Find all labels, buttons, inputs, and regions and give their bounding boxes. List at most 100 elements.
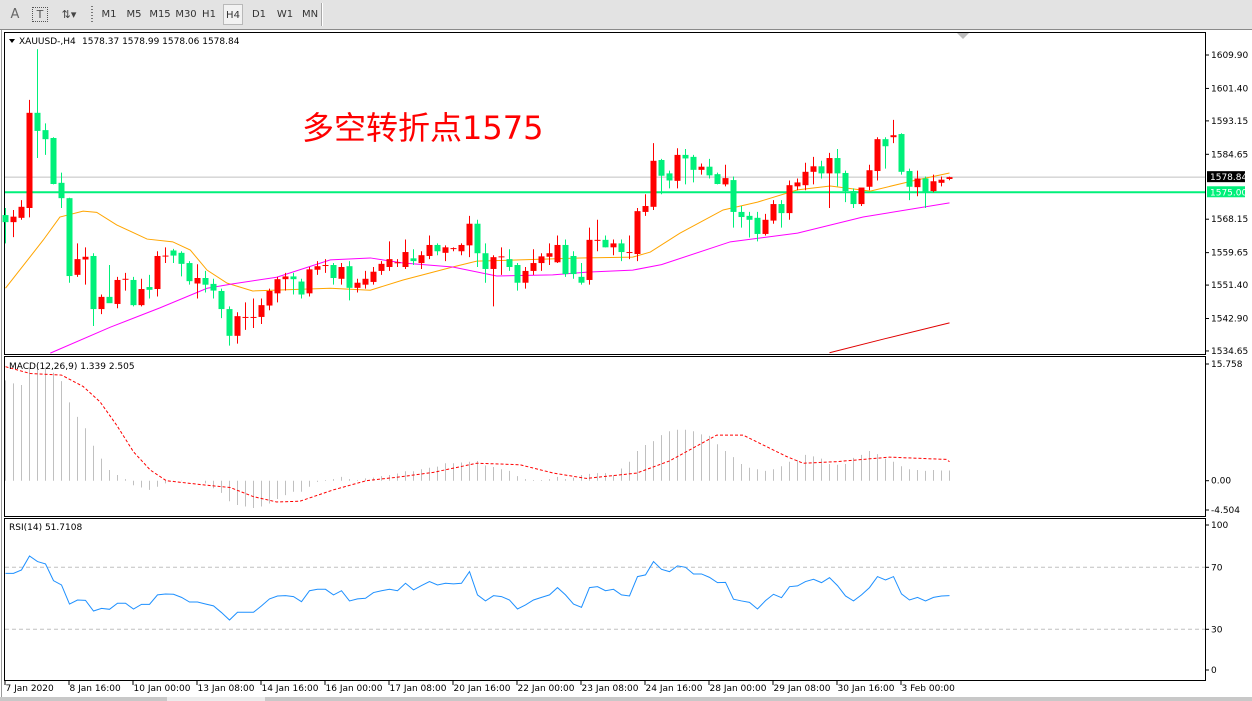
candle-body	[554, 244, 561, 263]
timeframe-d1-button[interactable]: D1	[251, 9, 267, 20]
candle	[906, 168, 913, 201]
text-box-icon[interactable]: T	[32, 7, 48, 22]
candle	[698, 163, 705, 175]
candle-body	[738, 211, 745, 218]
candle-body	[442, 247, 449, 253]
ma-mid-line	[50, 202, 950, 354]
time-tick-label: 8 Jan 16:00	[70, 684, 122, 694]
candle	[266, 288, 273, 311]
candle-body	[82, 256, 89, 260]
candle-body	[138, 289, 145, 306]
time-tick-label: 7 Jan 2020	[6, 684, 54, 694]
timeframe-m30-button[interactable]: M30	[175, 9, 197, 20]
candle	[538, 253, 545, 271]
current-price-tag	[1207, 171, 1245, 183]
price-tick-label: 1551.40	[1211, 281, 1248, 291]
ma-slow-line	[829, 322, 950, 354]
time-tick-label: 28 Jan 00:00	[710, 684, 767, 694]
timeframe-mn-button[interactable]: MN	[301, 9, 319, 20]
candle-body	[402, 252, 409, 267]
candle-body	[274, 279, 281, 294]
candle-body	[842, 172, 849, 192]
candle-body	[890, 135, 897, 138]
candle	[458, 243, 465, 256]
candle-body	[914, 178, 921, 188]
candle	[474, 219, 481, 267]
candle	[682, 148, 689, 185]
chart-shift-marker-icon[interactable]	[957, 33, 969, 39]
candle-body	[850, 191, 857, 205]
timeframe-m1-button[interactable]: M1	[101, 9, 117, 20]
candle	[362, 270, 369, 289]
candle	[290, 272, 297, 295]
time-tick-label: 29 Jan 08:00	[774, 684, 831, 694]
candle-body	[418, 255, 425, 264]
candle-body	[514, 265, 521, 283]
rsi-tick-label: 100	[1211, 521, 1228, 531]
candle-body	[330, 265, 337, 279]
candle-body	[90, 255, 97, 310]
macd-tick-label: 15.758	[1211, 360, 1243, 370]
level-price-tag	[1207, 186, 1245, 198]
candle	[138, 278, 145, 307]
timeframe-m15-button[interactable]: M15	[149, 9, 171, 20]
candle	[794, 178, 801, 191]
price-tick-label: 1601.40	[1211, 84, 1248, 94]
candle	[18, 200, 25, 220]
candle	[522, 266, 529, 289]
candle-body	[530, 263, 537, 271]
candle	[762, 213, 769, 236]
candle-body	[306, 269, 313, 294]
timeframe-w1-button[interactable]: W1	[276, 9, 294, 20]
candle	[746, 211, 753, 238]
candle	[546, 243, 553, 266]
candle-body	[674, 154, 681, 181]
candle	[858, 187, 865, 207]
candle	[146, 274, 153, 299]
candle	[74, 243, 81, 277]
candle-body	[946, 177, 953, 180]
candle	[898, 133, 905, 175]
candle-body	[42, 130, 49, 140]
chart-tab[interactable]	[167, 697, 265, 701]
candle	[434, 243, 441, 256]
candle-body	[482, 253, 489, 269]
toolbar-separator	[321, 3, 323, 26]
candle	[330, 263, 337, 285]
candle-body	[658, 160, 665, 176]
candle	[370, 266, 377, 285]
candle-body	[258, 305, 265, 317]
candle	[106, 265, 113, 304]
candle-body	[938, 179, 945, 183]
candle-body	[282, 276, 289, 280]
text-a-icon[interactable]: A	[10, 7, 20, 22]
candle-body	[562, 244, 569, 275]
candle	[306, 266, 313, 297]
time-tick-label: 24 Jan 16:00	[646, 684, 703, 694]
candle-body	[74, 259, 81, 275]
toolbar-grip[interactable]	[91, 6, 93, 24]
candle	[738, 206, 745, 228]
candle	[554, 235, 561, 264]
candle-body	[194, 278, 201, 284]
arrows-dropdown-icon[interactable]: ⇅▾	[61, 8, 77, 21]
timeframe-m5-button[interactable]: M5	[126, 9, 142, 20]
timeframe-h1-button[interactable]: H1	[202, 9, 216, 20]
ma-fast-line	[5, 172, 950, 292]
collapse-triangle-icon[interactable]	[9, 39, 15, 43]
candle-body	[162, 255, 169, 257]
candle-body	[354, 282, 361, 288]
candle	[34, 49, 41, 159]
price-panel	[4, 32, 1206, 355]
candle-body	[338, 266, 345, 279]
timeframe-h4-button[interactable]: H4	[223, 4, 243, 25]
candle-body	[170, 250, 177, 256]
candle-body	[650, 160, 657, 207]
candle-body	[666, 173, 673, 181]
candle-body	[794, 182, 801, 187]
candle	[834, 148, 841, 187]
candle-body	[770, 204, 777, 221]
candle-body	[778, 204, 785, 214]
time-tick-label: 23 Jan 08:00	[582, 684, 639, 694]
